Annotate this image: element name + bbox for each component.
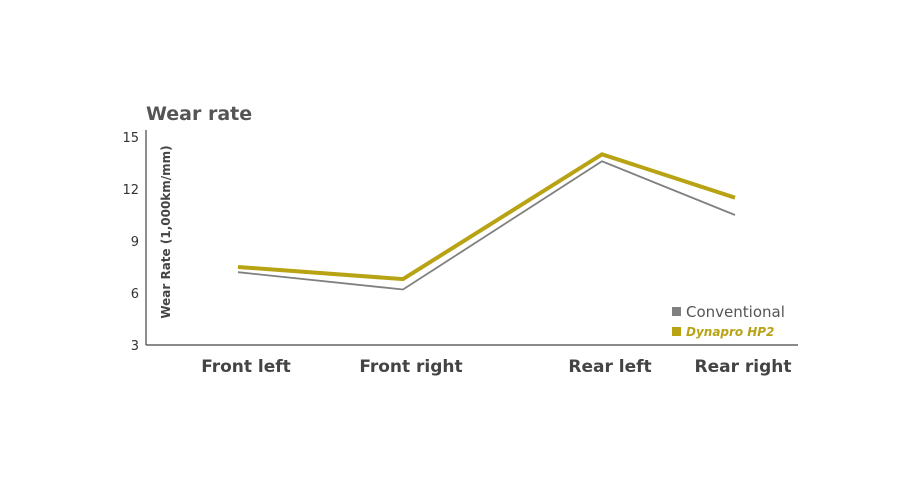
y-tick-label: 9 [131, 235, 139, 250]
legend-label-dynapro: Dynapro HP2 [686, 325, 774, 339]
x-tick-label: Rear right [694, 357, 791, 377]
chart-title: Wear rate [146, 103, 252, 125]
y-tick-label: 12 [122, 183, 139, 198]
series-lines [237, 152, 736, 291]
legend-label-conventional: Conventional [686, 303, 785, 321]
x-ticks: Front left Front right Rear left Rear right [201, 357, 791, 377]
x-tick-label: Rear left [568, 357, 651, 377]
series-line-dynapro-hp2 [237, 152, 736, 282]
legend-brand-model: HP2 [747, 325, 774, 339]
x-tick-label: Front right [359, 357, 462, 377]
y-tick-label: 15 [122, 131, 139, 146]
y-tick-label: 6 [131, 287, 139, 302]
legend: Conventional Dynapro HP2 [672, 303, 785, 339]
y-tick-label: 3 [131, 339, 139, 354]
legend-swatch-conventional [672, 307, 681, 316]
x-tick-label: Front left [201, 357, 291, 377]
legend-swatch-dynapro [672, 327, 681, 336]
y-axis-label: Wear Rate (1,000km/mm) [159, 145, 173, 318]
legend-brand-name: Dynapro [686, 325, 743, 339]
series-line-conventional [237, 160, 736, 291]
y-ticks: 3 6 9 12 15 [122, 131, 139, 354]
